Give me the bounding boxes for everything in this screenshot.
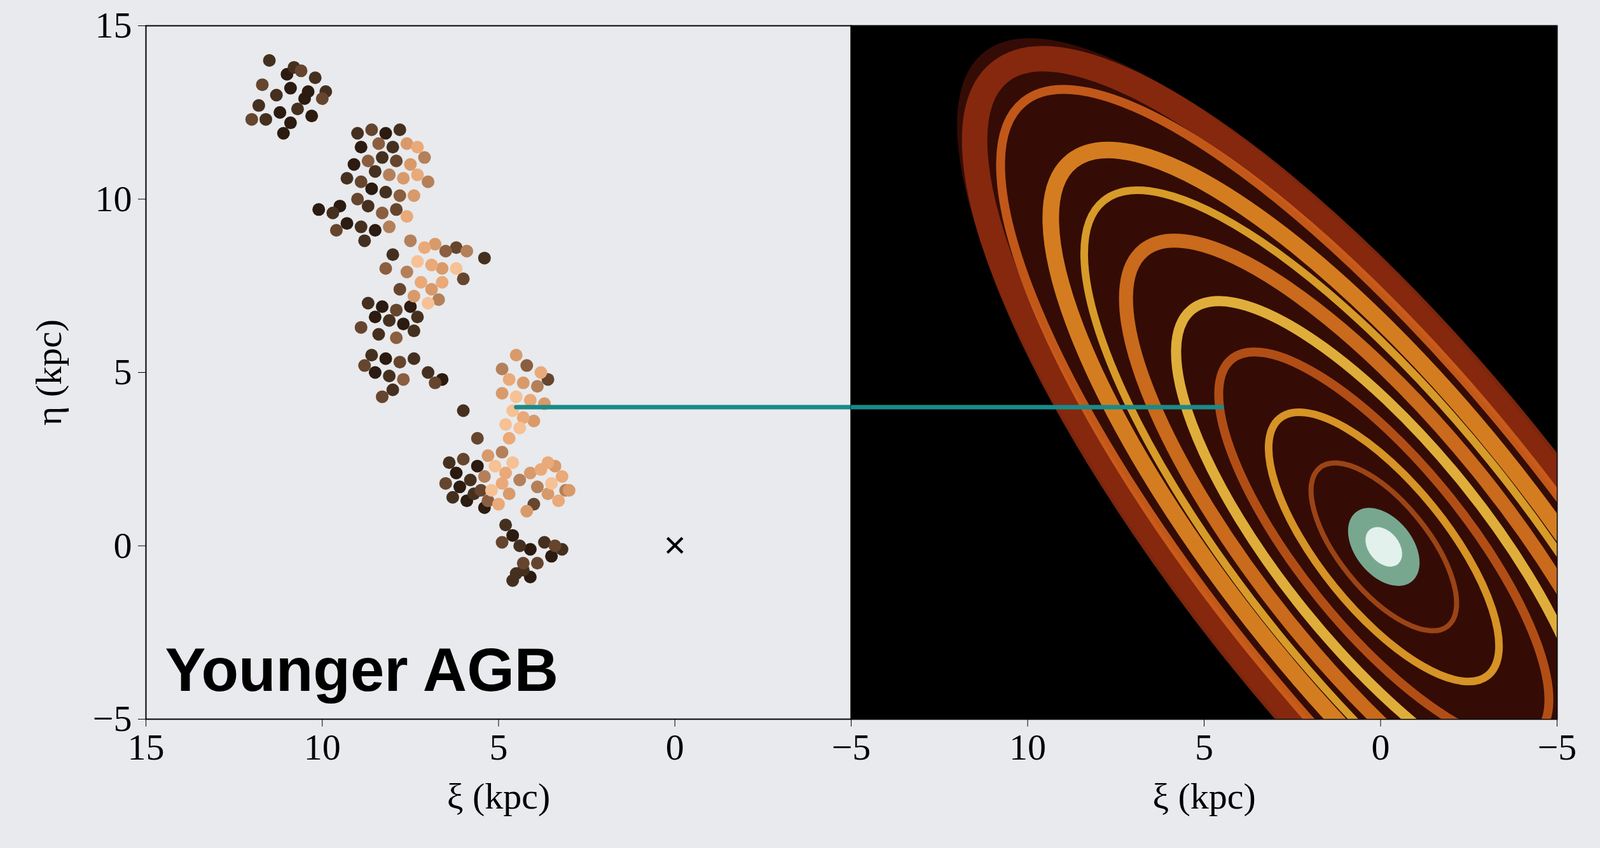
svg-text:×: × [663,523,687,566]
svg-text:−5: −5 [92,697,133,739]
svg-text:η (kpc): η (kpc) [27,319,70,426]
svg-text:0: 0 [1371,726,1391,768]
svg-text:10: 10 [95,178,133,220]
svg-text:5: 5 [489,726,509,768]
svg-text:5: 5 [113,351,133,393]
svg-text:10: 10 [303,726,341,768]
svg-text:−5: −5 [1537,726,1578,768]
svg-text:10: 10 [1009,726,1047,768]
svg-text:−5: −5 [831,726,872,768]
svg-text:ξ (kpc): ξ (kpc) [447,775,551,817]
svg-text:0: 0 [665,726,685,768]
svg-text:15: 15 [95,4,133,46]
svg-text:15: 15 [127,726,165,768]
svg-text:ξ (kpc): ξ (kpc) [1152,775,1256,817]
svg-text:5: 5 [1194,726,1214,768]
svg-text:0: 0 [113,524,133,566]
svg-text:Younger AGB: Younger AGB [165,635,559,704]
